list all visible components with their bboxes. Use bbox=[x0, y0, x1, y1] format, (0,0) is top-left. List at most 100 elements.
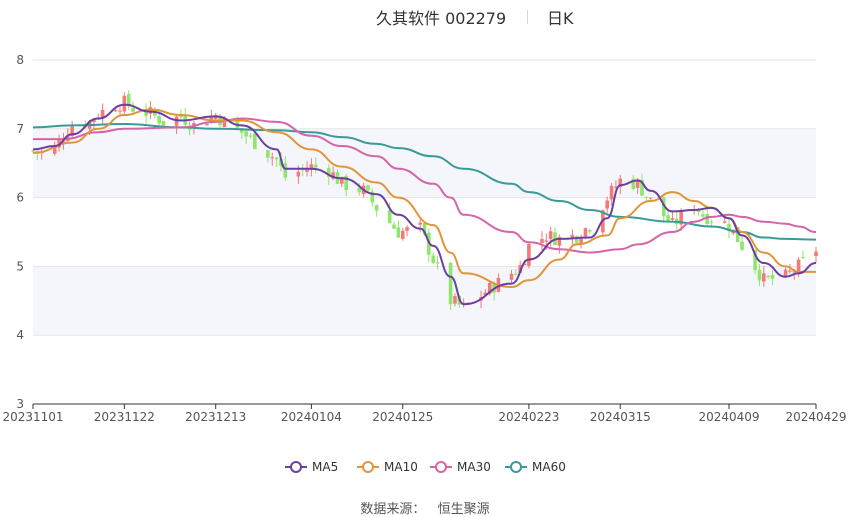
candle-body bbox=[344, 176, 348, 191]
candle-body bbox=[161, 120, 166, 126]
candle-body bbox=[727, 224, 731, 231]
candle-body bbox=[392, 224, 396, 229]
candle-body bbox=[309, 164, 314, 170]
candle-body bbox=[635, 179, 640, 188]
candle-body bbox=[540, 239, 544, 244]
candle-body bbox=[448, 263, 453, 305]
y-tick-label: 5 bbox=[16, 259, 24, 273]
candle-body bbox=[144, 110, 148, 116]
x-tick-label: 20240429 bbox=[785, 410, 846, 424]
y-tick-label: 6 bbox=[16, 191, 24, 205]
x-tick-label: 20240409 bbox=[698, 410, 759, 424]
source-provider: 恒生聚源 bbox=[437, 502, 490, 517]
x-tick-label: 20240315 bbox=[590, 410, 651, 424]
candle-body bbox=[679, 211, 683, 225]
candle-body bbox=[313, 164, 318, 168]
candle-body bbox=[270, 157, 275, 159]
candle-body bbox=[253, 133, 257, 149]
candle-body bbox=[405, 227, 409, 231]
candle-body bbox=[118, 110, 122, 112]
candle-body bbox=[283, 163, 288, 178]
y-tick-label: 7 bbox=[16, 122, 24, 136]
legend-marker bbox=[510, 461, 522, 473]
candle-body bbox=[609, 185, 614, 200]
candle-body bbox=[387, 210, 392, 224]
candle-body bbox=[814, 251, 818, 257]
ma60-line bbox=[32, 122, 817, 241]
candle-body bbox=[670, 218, 675, 220]
candle-body bbox=[370, 191, 375, 203]
chart-title: 久其软件 002279 bbox=[376, 9, 507, 28]
legend-label: MA30 bbox=[457, 460, 491, 474]
candle-body bbox=[666, 215, 670, 222]
candle-body bbox=[770, 274, 775, 279]
grid-band bbox=[33, 128, 816, 198]
candle-body bbox=[266, 150, 270, 158]
candle-body bbox=[235, 119, 240, 128]
candle-body bbox=[205, 124, 209, 126]
candle-body bbox=[583, 228, 588, 237]
candle-body bbox=[122, 95, 127, 112]
legend-label: MA60 bbox=[532, 460, 566, 474]
legend-label: MA5 bbox=[312, 460, 338, 474]
candle-body bbox=[548, 231, 553, 240]
candle-body bbox=[557, 236, 562, 246]
candle-body bbox=[92, 120, 96, 123]
candle-body bbox=[70, 126, 74, 136]
candle-body bbox=[788, 270, 792, 272]
candle-body bbox=[757, 269, 762, 281]
y-tick-label: 4 bbox=[16, 328, 24, 342]
candle-body bbox=[340, 176, 344, 184]
ma5-line bbox=[32, 103, 817, 306]
candle-body bbox=[487, 283, 492, 294]
grid-band bbox=[33, 266, 816, 336]
candle-body bbox=[331, 172, 335, 179]
candle-body bbox=[766, 276, 770, 278]
candle-body bbox=[740, 241, 744, 250]
candle-body bbox=[248, 135, 253, 137]
candle-body bbox=[240, 128, 244, 133]
candle-body bbox=[801, 256, 805, 258]
candle-body bbox=[435, 262, 440, 264]
period-label: 日K bbox=[547, 9, 574, 28]
candle-body bbox=[327, 168, 331, 177]
candle-body bbox=[796, 259, 801, 275]
candle-body bbox=[605, 200, 609, 209]
data-source: 数据来源： 恒生聚源 bbox=[0, 498, 850, 517]
candle-body bbox=[483, 292, 488, 296]
candle-body bbox=[783, 269, 788, 277]
candle-body bbox=[422, 223, 427, 235]
candle-body bbox=[709, 221, 714, 223]
candle-body bbox=[640, 179, 644, 196]
candle-body bbox=[274, 157, 279, 160]
candle-body bbox=[126, 93, 131, 107]
candle-body bbox=[735, 226, 740, 242]
candle-body bbox=[527, 243, 531, 266]
candle-body bbox=[222, 117, 227, 128]
legend-marker bbox=[362, 461, 374, 473]
candle-body bbox=[357, 187, 362, 193]
candle-body bbox=[522, 263, 527, 266]
candle-body bbox=[753, 250, 757, 271]
legend-marker bbox=[435, 461, 447, 473]
chart-header: 久其软件 002279 日K bbox=[0, 5, 850, 29]
candle-body bbox=[792, 271, 797, 273]
candle-body bbox=[52, 145, 57, 154]
candle-body bbox=[418, 222, 422, 225]
source-label: 数据来源： bbox=[360, 502, 426, 517]
candle-body bbox=[574, 236, 579, 243]
candle-body bbox=[648, 197, 653, 199]
candle-body bbox=[722, 221, 727, 223]
candle-body bbox=[570, 234, 575, 239]
candle-body bbox=[396, 227, 401, 238]
candle-body bbox=[366, 185, 370, 191]
candle-body bbox=[296, 171, 301, 177]
candle-body bbox=[509, 273, 514, 280]
x-tick-label: 20231213 bbox=[185, 410, 246, 424]
x-tick-label: 20240104 bbox=[281, 410, 342, 424]
x-tick-label: 20240223 bbox=[498, 410, 559, 424]
candle-body bbox=[431, 255, 435, 263]
candle-body bbox=[100, 109, 105, 119]
candle-body bbox=[588, 230, 592, 232]
